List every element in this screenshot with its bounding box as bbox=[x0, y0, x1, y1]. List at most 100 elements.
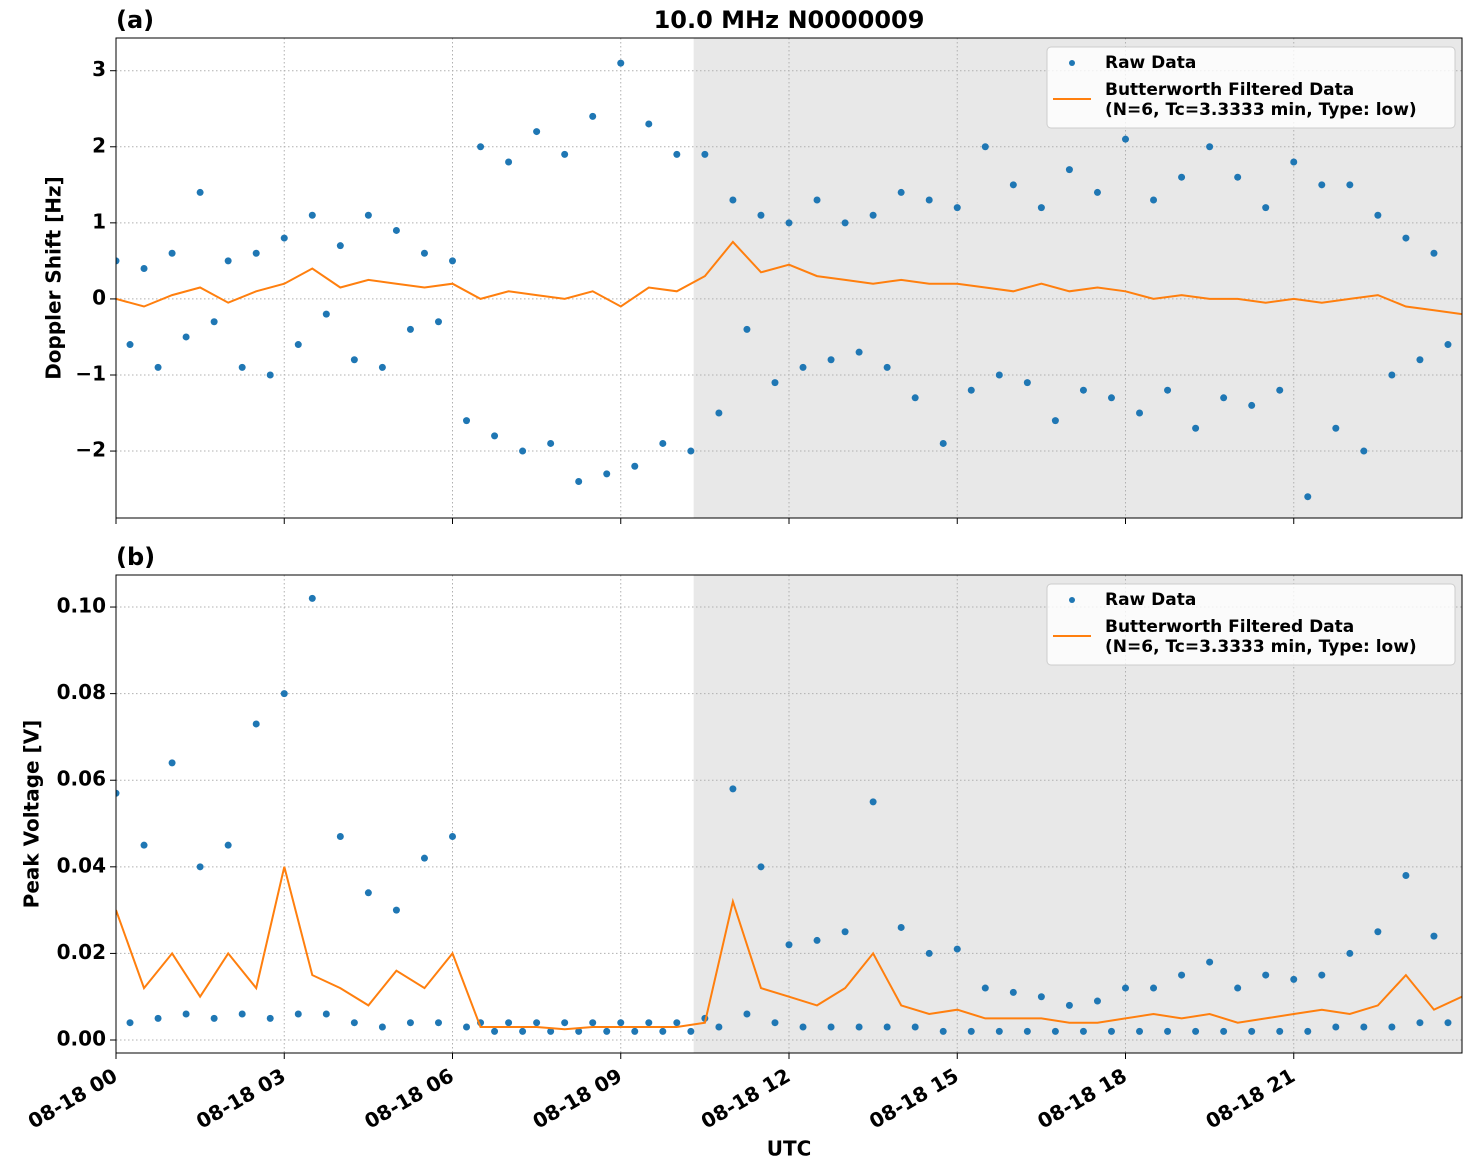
raw-point bbox=[168, 249, 176, 257]
raw-point bbox=[1388, 371, 1396, 379]
raw-point bbox=[827, 1023, 835, 1031]
panel-label: (a) bbox=[116, 6, 154, 34]
raw-point bbox=[420, 249, 428, 257]
raw-point bbox=[561, 150, 569, 158]
raw-point bbox=[547, 1027, 555, 1035]
raw-point bbox=[252, 720, 260, 728]
raw-point bbox=[182, 333, 190, 341]
raw-point bbox=[869, 798, 877, 806]
raw-point bbox=[967, 386, 975, 394]
x-tick-label: 08-18 03 bbox=[192, 1063, 290, 1133]
raw-point bbox=[1178, 173, 1186, 181]
y-tick-label: 2 bbox=[92, 133, 106, 157]
raw-point bbox=[252, 249, 260, 257]
raw-point bbox=[463, 1023, 471, 1031]
raw-point bbox=[1430, 932, 1438, 940]
raw-point bbox=[294, 341, 302, 349]
raw-point bbox=[1234, 984, 1242, 992]
raw-point bbox=[1206, 958, 1214, 966]
raw-point bbox=[1051, 1027, 1059, 1035]
raw-point bbox=[140, 264, 148, 272]
raw-point bbox=[925, 949, 933, 957]
raw-point bbox=[799, 1023, 807, 1031]
raw-point bbox=[406, 1019, 414, 1027]
raw-point bbox=[771, 379, 779, 387]
raw-point bbox=[813, 936, 821, 944]
raw-point bbox=[1136, 1027, 1144, 1035]
y-tick-label: 0.00 bbox=[57, 1027, 106, 1051]
raw-point bbox=[1290, 975, 1298, 983]
raw-point bbox=[1037, 204, 1045, 212]
raw-point bbox=[1065, 1001, 1073, 1009]
raw-point bbox=[1164, 1027, 1172, 1035]
raw-point bbox=[575, 1027, 583, 1035]
raw-point bbox=[617, 59, 625, 67]
raw-point bbox=[1037, 993, 1045, 1001]
raw-point bbox=[1318, 181, 1326, 189]
raw-point bbox=[995, 1027, 1003, 1035]
raw-point bbox=[1107, 1027, 1115, 1035]
raw-point bbox=[743, 325, 751, 333]
raw-point bbox=[771, 1019, 779, 1027]
raw-point bbox=[154, 363, 162, 371]
axes-frame bbox=[115, 574, 1463, 1054]
raw-point bbox=[673, 150, 681, 158]
raw-point bbox=[449, 833, 456, 841]
raw-point bbox=[224, 257, 232, 265]
raw-point bbox=[1178, 971, 1186, 979]
raw-point bbox=[1122, 984, 1129, 992]
raw-point bbox=[855, 348, 863, 356]
raw-point bbox=[116, 257, 120, 265]
raw-point bbox=[1360, 447, 1368, 455]
raw-point bbox=[1262, 971, 1270, 979]
raw-point bbox=[196, 188, 204, 196]
y-tick-label: 0.02 bbox=[57, 940, 106, 964]
raw-point bbox=[701, 150, 709, 158]
x-tick-label: 08-18 09 bbox=[528, 1063, 626, 1133]
raw-point bbox=[561, 1019, 569, 1027]
raw-point bbox=[1332, 1023, 1340, 1031]
raw-point bbox=[308, 211, 316, 219]
raw-point bbox=[280, 690, 288, 698]
raw-point bbox=[589, 1019, 597, 1027]
raw-point bbox=[210, 1014, 218, 1022]
raw-point bbox=[1346, 181, 1354, 189]
raw-point bbox=[715, 1023, 723, 1031]
raw-point bbox=[1206, 143, 1214, 151]
raw-point bbox=[210, 318, 218, 326]
raw-point bbox=[1150, 984, 1158, 992]
raw-point bbox=[266, 371, 274, 379]
legend-box bbox=[1046, 583, 1456, 666]
raw-point bbox=[1234, 173, 1242, 181]
raw-point bbox=[1023, 1027, 1031, 1035]
raw-point bbox=[350, 356, 358, 364]
x-tick-label: 08-18 12 bbox=[697, 1063, 795, 1133]
raw-point bbox=[519, 1027, 527, 1035]
raw-point bbox=[939, 439, 947, 447]
raw-point bbox=[420, 854, 428, 862]
raw-point bbox=[981, 143, 989, 151]
raw-point bbox=[785, 219, 793, 227]
raw-point bbox=[687, 1027, 695, 1035]
raw-point bbox=[449, 257, 456, 265]
raw-point bbox=[953, 945, 961, 953]
raw-point bbox=[1079, 1027, 1087, 1035]
raw-point bbox=[182, 1010, 190, 1018]
y-tick-label: 1 bbox=[92, 209, 106, 233]
raw-point bbox=[1220, 394, 1228, 402]
raw-point bbox=[547, 439, 555, 447]
raw-point bbox=[1164, 386, 1172, 394]
raw-point bbox=[743, 1010, 751, 1018]
raw-point bbox=[645, 1019, 653, 1027]
raw-point bbox=[841, 219, 849, 227]
raw-point bbox=[322, 1010, 330, 1018]
raw-point bbox=[1248, 1027, 1256, 1035]
raw-point bbox=[827, 356, 835, 364]
raw-point bbox=[1402, 871, 1410, 879]
raw-point bbox=[1136, 409, 1144, 417]
raw-point bbox=[869, 211, 877, 219]
raw-point bbox=[322, 310, 330, 318]
raw-point bbox=[336, 833, 344, 841]
raw-point bbox=[126, 1019, 134, 1027]
raw-point bbox=[224, 841, 232, 849]
